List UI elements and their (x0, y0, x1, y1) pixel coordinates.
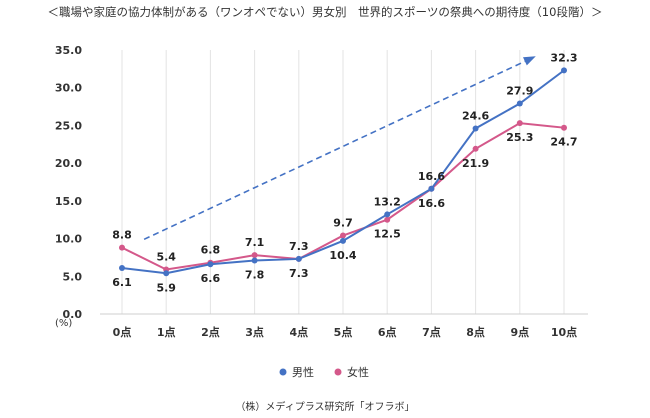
y-tick-label: 15.0 (55, 195, 82, 208)
data-label-male: 10.4 (329, 249, 356, 262)
data-label-male: 13.2 (374, 195, 401, 208)
data-label-female: 5.4 (156, 250, 176, 263)
x-tick-label: 5点 (334, 325, 353, 339)
data-point-female (119, 244, 125, 251)
x-tick-label: 0点 (113, 325, 132, 339)
data-label-female: 21.9 (462, 157, 489, 170)
data-point-male (251, 257, 258, 264)
x-tick-label: 6点 (378, 325, 397, 339)
data-label-male: 7.8 (245, 268, 265, 281)
data-label-female: 12.5 (374, 228, 401, 241)
data-point-male (163, 270, 170, 277)
legend-label-male: 男性 (292, 365, 314, 379)
data-point-male (384, 211, 391, 218)
trend-arrow-line (143, 56, 534, 241)
data-point-female (516, 120, 523, 127)
x-tick-label: 10点 (551, 325, 577, 339)
legend-marker-female (334, 368, 342, 376)
data-label-female: 6.8 (201, 244, 221, 257)
x-tick-label: 4点 (289, 325, 308, 339)
source-credit: （株）メディプラス研究所「オフラボ」 (235, 402, 415, 413)
data-point-male (516, 100, 523, 107)
x-tick-label: 2点 (201, 325, 220, 339)
data-point-female (472, 145, 479, 152)
data-point-male (207, 261, 214, 268)
x-tick-label: 9点 (510, 325, 529, 339)
data-label-female: 16.6 (418, 197, 445, 210)
y-axis-unit-label: (%) (55, 318, 73, 329)
y-tick-label: 35.0 (55, 44, 82, 57)
x-tick-label: 7点 (422, 325, 441, 339)
data-label-male: 27.9 (506, 85, 533, 98)
y-tick-label: 20.0 (55, 157, 82, 170)
y-tick-label: 30.0 (55, 82, 82, 95)
data-point-male (119, 264, 125, 271)
data-point-female (384, 216, 391, 223)
data-label-female: 7.3 (289, 240, 309, 253)
data-point-female (561, 124, 567, 131)
data-label-female: 24.7 (550, 136, 577, 149)
data-label-male: 6.1 (112, 276, 132, 289)
data-label-female: 9.7 (333, 217, 353, 230)
data-label-male: 6.6 (201, 272, 221, 285)
data-point-male (561, 67, 567, 74)
trend-arrow-head (523, 56, 536, 66)
data-point-male (472, 125, 479, 132)
y-tick-label: 0.0 (63, 308, 83, 321)
y-tick-label: 10.0 (55, 233, 82, 246)
data-point-male (428, 185, 435, 192)
x-tick-label: 1点 (157, 325, 176, 339)
data-label-female: 25.3 (506, 131, 533, 144)
data-label-male: 7.3 (289, 267, 309, 280)
x-tick-label: 8点 (466, 325, 485, 339)
data-point-female (251, 252, 258, 259)
data-label-male: 16.6 (418, 170, 445, 183)
data-label-male: 32.3 (550, 51, 577, 64)
chart-title: ＜職場や家庭の協力体制がある（ワンオペでない）男女別 世界的スポーツの祭典への期… (47, 5, 603, 19)
legend-marker-male (279, 368, 287, 376)
y-tick-label: 25.0 (55, 119, 82, 132)
data-label-male: 5.9 (156, 281, 176, 294)
data-label-male: 24.6 (462, 109, 489, 122)
y-tick-label: 5.0 (63, 270, 83, 283)
legend-label-female: 女性 (347, 365, 369, 379)
data-point-male (295, 255, 302, 262)
x-tick-label: 3点 (245, 325, 264, 339)
data-label-female: 7.1 (245, 236, 265, 249)
data-point-female (340, 232, 346, 239)
data-label-female: 8.8 (112, 229, 132, 242)
data-point-male (340, 237, 346, 244)
